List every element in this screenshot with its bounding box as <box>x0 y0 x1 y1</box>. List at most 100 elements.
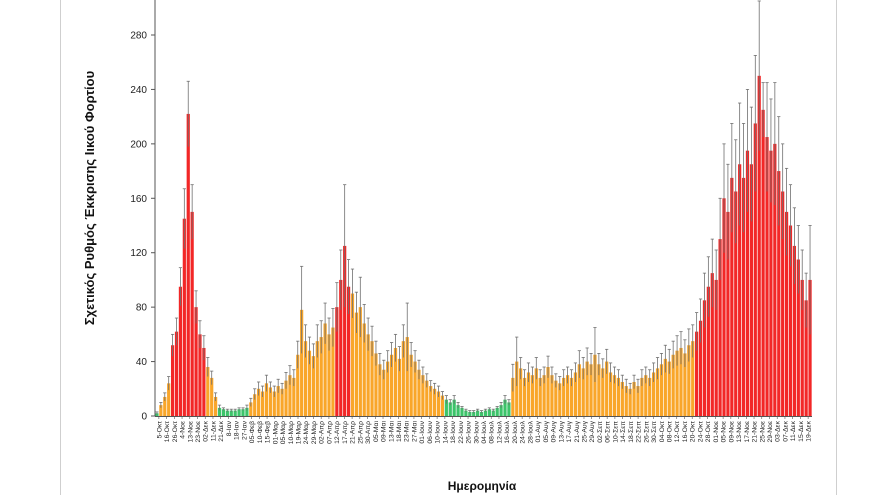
x-tick-label: 01-Νοε <box>713 421 720 443</box>
error-bar <box>511 363 515 392</box>
bar <box>327 334 331 416</box>
x-tick-label: 17-Νοε <box>744 421 751 443</box>
bar <box>323 323 327 416</box>
x-tick-label: 11-Δεκ <box>210 420 217 441</box>
bar <box>202 347 206 416</box>
x-tick-label: 29-Αυγ <box>589 420 596 442</box>
error-bar <box>350 268 355 319</box>
x-tick-label: 30-Σεπ <box>651 421 658 443</box>
error-bar <box>331 308 335 347</box>
error-bar <box>276 378 280 393</box>
x-tick-label: 10-Σεπ <box>612 421 619 443</box>
bar <box>460 407 464 416</box>
bar <box>569 377 574 416</box>
error-bar <box>777 116 781 226</box>
bar <box>503 399 507 416</box>
bar <box>706 286 710 416</box>
bar <box>718 239 722 416</box>
bar <box>241 409 245 416</box>
error-bar <box>593 327 597 382</box>
error-bar <box>190 184 194 240</box>
x-tick-label: 10-Μαρ <box>288 421 295 444</box>
bar <box>300 309 304 416</box>
error-bar <box>601 358 605 378</box>
bar <box>233 410 237 416</box>
bar <box>268 387 272 416</box>
x-tick-label: 15-Φεβ <box>265 421 272 443</box>
bar <box>210 377 214 416</box>
bar <box>307 350 312 416</box>
bar <box>757 75 761 416</box>
error-bar <box>530 366 534 384</box>
x-tick-label: 02-Σεπ <box>597 421 604 443</box>
bar <box>159 405 163 416</box>
error-bar <box>225 408 229 412</box>
error-bar <box>495 406 499 410</box>
bar <box>296 354 300 416</box>
bar <box>374 353 378 416</box>
error-bar <box>268 381 272 393</box>
bar <box>796 259 800 416</box>
error-bar <box>734 139 738 244</box>
error-bar <box>722 143 726 253</box>
error-bar <box>698 298 703 343</box>
bar <box>315 341 319 416</box>
x-tick-label: 16-Οκτ <box>682 421 689 443</box>
bar <box>229 410 233 416</box>
error-bar <box>597 353 601 376</box>
error-bar <box>534 357 538 380</box>
error-bar <box>628 382 632 395</box>
error-bar <box>229 408 233 412</box>
bar <box>585 361 589 416</box>
bar <box>550 375 554 416</box>
x-tick-label: 30-Ιουν <box>473 420 480 443</box>
x-tick-label: 29-Μαρ <box>311 421 318 444</box>
bar <box>217 407 222 416</box>
bar <box>765 137 769 417</box>
error-bar <box>718 197 722 280</box>
error-bar <box>624 378 628 393</box>
bar <box>620 381 624 416</box>
error-bar <box>339 249 343 310</box>
error-bar <box>315 324 319 358</box>
bar <box>260 391 265 416</box>
error-bar <box>221 407 226 411</box>
bar <box>652 372 656 416</box>
error-bar <box>738 102 742 226</box>
x-tick-label: 14-Ιουν <box>442 420 449 443</box>
bar <box>319 337 323 416</box>
bar <box>206 367 210 416</box>
bar <box>691 341 695 416</box>
y-axis-title: Σχετικός Ρυθμός Έκκρισης Ιικού Φορτίου <box>82 70 97 325</box>
error-bar <box>542 366 546 384</box>
error-bar <box>206 357 210 377</box>
bar <box>155 413 159 416</box>
error-bar <box>659 353 664 376</box>
error-bar <box>585 347 589 376</box>
bar <box>730 177 734 417</box>
x-tick-label: 26-Ιουν <box>466 420 473 443</box>
error-bar <box>413 350 417 373</box>
error-bar <box>346 259 351 314</box>
error-bar <box>765 82 769 192</box>
bar <box>683 353 687 416</box>
bar <box>589 364 593 416</box>
bar <box>382 369 386 416</box>
bar <box>499 405 503 416</box>
bar <box>409 354 413 416</box>
error-bar <box>565 366 570 384</box>
bar <box>483 410 488 416</box>
bar <box>542 375 546 416</box>
x-tick-label: 18-Ιαν <box>234 420 241 440</box>
bar <box>636 386 640 416</box>
error-bar <box>472 410 476 414</box>
error-bar <box>323 302 327 344</box>
bar <box>761 109 765 416</box>
x-tick-label: 21-Νοε <box>752 421 759 443</box>
bar <box>249 402 253 416</box>
error-bar <box>389 342 394 368</box>
error-bar <box>382 359 386 380</box>
bar <box>530 375 534 416</box>
error-bar <box>687 328 691 362</box>
error-bar <box>605 348 609 374</box>
